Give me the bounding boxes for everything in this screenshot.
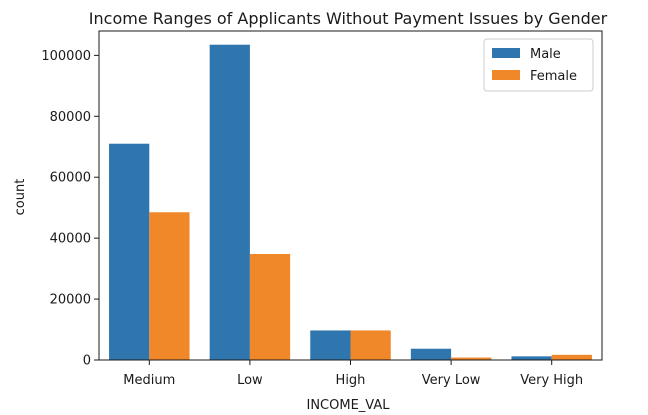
bar-female-low bbox=[249, 253, 291, 360]
y-axis-label: count bbox=[13, 179, 28, 216]
bar-female-very-low bbox=[451, 357, 492, 360]
x-tick-label: High bbox=[336, 373, 366, 388]
bar-male-low bbox=[209, 44, 250, 361]
legend-swatch-female bbox=[492, 70, 520, 80]
x-tick-label: Very Low bbox=[422, 373, 481, 388]
y-tick-label: 100000 bbox=[41, 49, 91, 64]
legend-label-male: Male bbox=[530, 47, 561, 62]
bar-male-high bbox=[310, 330, 351, 360]
bar-female-very-high bbox=[551, 354, 592, 360]
y-tick-label: 40000 bbox=[50, 232, 91, 247]
y-tick-label: 60000 bbox=[50, 171, 91, 186]
bar-female-high bbox=[350, 330, 391, 360]
bar-male-very-low bbox=[410, 348, 452, 360]
y-tick-label: 0 bbox=[83, 354, 91, 369]
legend-label-female: Female bbox=[530, 69, 577, 84]
x-axis-label: INCOME_VAL bbox=[307, 398, 391, 413]
chart-title: Income Ranges of Applicants Without Paym… bbox=[89, 9, 608, 28]
axes-frame bbox=[98, 30, 603, 361]
bar-male-very-high bbox=[511, 356, 552, 360]
x-tick-label: Medium bbox=[123, 373, 175, 388]
bar-male-medium bbox=[109, 143, 150, 360]
x-tick-label: Very High bbox=[520, 373, 583, 388]
plot-area: 0 20000 40000 60000 80000 100000 Medium Low High… bbox=[41, 30, 603, 388]
legend-swatch-male bbox=[492, 48, 520, 58]
y-tick-label: 20000 bbox=[50, 293, 91, 308]
bar-female-medium bbox=[149, 212, 190, 360]
x-tick-label: Low bbox=[237, 373, 263, 388]
y-tick-label: 80000 bbox=[50, 110, 91, 125]
